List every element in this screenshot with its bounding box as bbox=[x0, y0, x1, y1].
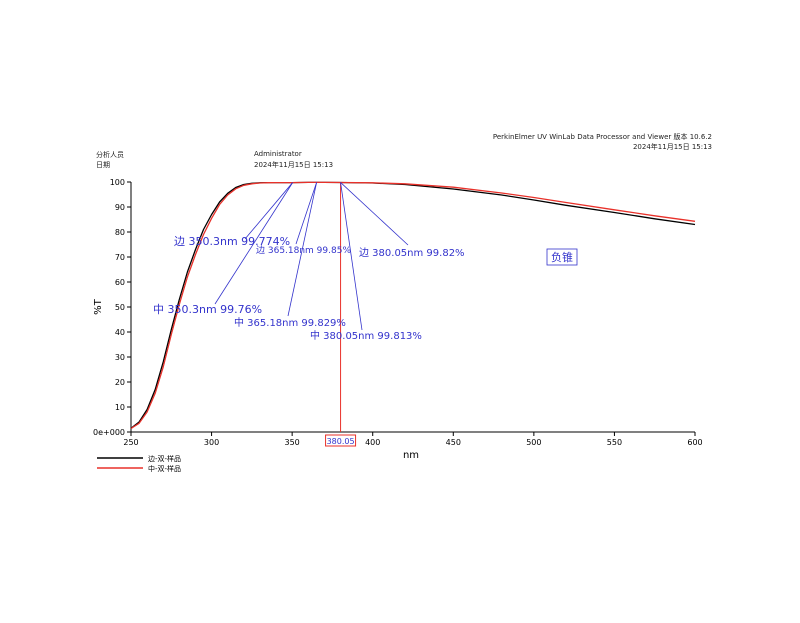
y-tick-label: 100 bbox=[110, 178, 125, 187]
x-tick-label: 350 bbox=[285, 438, 300, 447]
annotation-leader-edge-380 bbox=[340, 182, 409, 246]
y-tick-label: 0e+000 bbox=[93, 428, 125, 437]
analyst-value: Administrator bbox=[254, 150, 302, 158]
annotation-leader-mid-365 bbox=[287, 182, 317, 317]
x-tick-label: 550 bbox=[607, 438, 622, 447]
legend-label-2: 中-双-样品 bbox=[148, 464, 181, 473]
y-tick-label: 90 bbox=[115, 203, 125, 212]
y-tick-label: 70 bbox=[115, 253, 125, 262]
software-date: 2024年11月15日 15:13 bbox=[632, 143, 712, 151]
y-tick-label: 80 bbox=[115, 228, 125, 237]
date-value: 2024年11月15日 15:13 bbox=[254, 161, 334, 169]
y-axis-label: %T bbox=[93, 298, 104, 315]
x-tick-label: 300 bbox=[204, 438, 219, 447]
x-tick-label: 250 bbox=[123, 438, 138, 447]
cursor-label-box bbox=[325, 434, 357, 447]
series-line-2 bbox=[130, 181, 696, 430]
y-tick-label: 20 bbox=[115, 378, 125, 387]
y-tick-label: 30 bbox=[115, 353, 125, 362]
note-box-text: 负锥 bbox=[551, 250, 573, 264]
annotation-mid-365: 中 365.18nm 99.829% bbox=[234, 316, 346, 329]
analyst-label: 分析人员 bbox=[96, 151, 124, 159]
y-tick-label: 60 bbox=[115, 278, 125, 287]
annotation-leader-edge-350 bbox=[244, 182, 293, 240]
x-axis-label: nm bbox=[403, 450, 419, 461]
annotation-edge-350: 边 350.3nm 99.774% bbox=[174, 235, 290, 248]
legend-label-1: 边-双-样品 bbox=[148, 454, 181, 463]
annotation-leader-mid-350 bbox=[214, 182, 293, 305]
software-name: PerkinElmer UV WinLab Data Processor and… bbox=[492, 133, 712, 141]
annotation-mid-350: 中 350.3nm 99.76% bbox=[153, 303, 262, 316]
note-box bbox=[546, 248, 578, 266]
annotation-mid-380: 中 380.05nm 99.813% bbox=[310, 329, 422, 342]
x-tick-label: 500 bbox=[526, 438, 541, 447]
annotation-edge-365: 边 365.18nm 99.85% bbox=[256, 245, 351, 256]
cursor-label: 380.05 bbox=[327, 437, 355, 446]
x-tick-label: 400 bbox=[365, 438, 380, 447]
annotation-leader-mid-380 bbox=[340, 182, 363, 331]
y-tick-label: 40 bbox=[115, 328, 125, 337]
x-tick-label: 600 bbox=[687, 438, 702, 447]
date-label: 日期 bbox=[96, 161, 110, 169]
annotation-edge-380: 边 380.05nm 99.82% bbox=[359, 247, 465, 259]
annotation-leader-edge-365 bbox=[295, 182, 317, 245]
y-tick-label: 50 bbox=[115, 303, 125, 312]
x-tick-label: 450 bbox=[446, 438, 461, 447]
y-tick-label: 10 bbox=[115, 403, 125, 412]
